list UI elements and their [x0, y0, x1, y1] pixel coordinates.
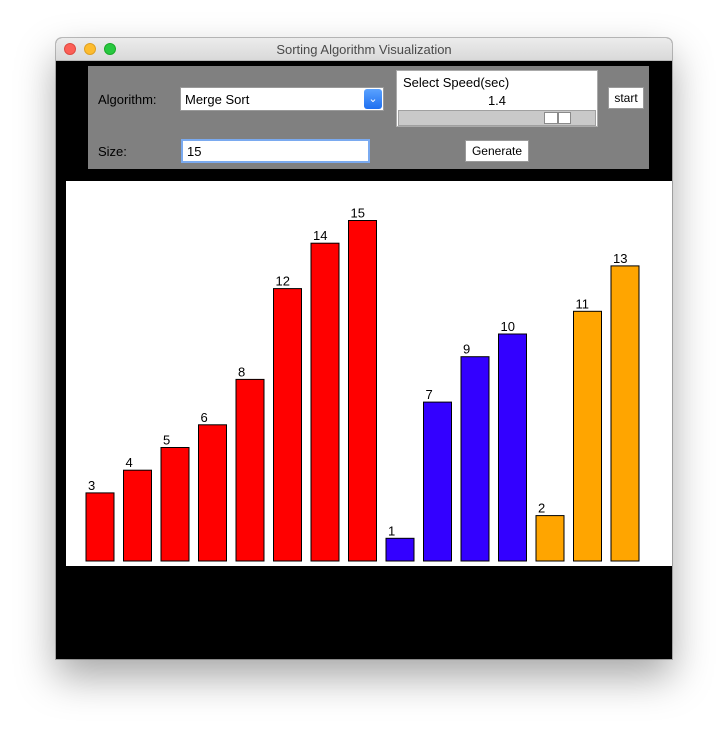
control-panel: Algorithm: Merge Sort ⌄ Select Speed(sec… [88, 66, 649, 169]
title-bar: Sorting Algorithm Visualization [56, 38, 672, 61]
bar-value-label: 4 [126, 455, 133, 470]
algorithm-select-value: Merge Sort [185, 92, 250, 107]
bar-value-label: 2 [538, 501, 545, 516]
speed-slider-thumb-edge [558, 112, 571, 124]
bar-value-label: 11 [576, 296, 590, 311]
bar [610, 265, 640, 562]
chevron-down-icon[interactable]: ⌄ [364, 89, 382, 109]
bar-value-label: 9 [463, 342, 470, 357]
bar-value-label: 3 [88, 478, 95, 493]
bar [348, 220, 377, 562]
speed-value: 1.4 [487, 93, 507, 108]
bar [310, 242, 340, 562]
bar [123, 469, 152, 562]
bar [573, 310, 602, 562]
bar-value-label: 8 [238, 364, 245, 379]
bar-value-label: 12 [276, 274, 290, 289]
generate-button[interactable]: Generate [465, 140, 529, 162]
close-window-button[interactable] [64, 43, 76, 55]
bar-chart: 3 4 5 6 8 12 14 15 1 7 9 10 2 11 13 [66, 181, 672, 566]
algorithm-select[interactable]: Merge Sort ⌄ [180, 87, 384, 111]
bar-value-label: 5 [163, 433, 170, 448]
bar-value-label: 10 [501, 319, 515, 334]
bar-value-label: 15 [351, 206, 365, 221]
bar [460, 356, 490, 562]
bar [385, 537, 415, 562]
bar-chart-svg: 3 4 5 6 8 12 14 15 1 7 9 10 2 11 13 [85, 206, 640, 562]
speed-title: Select Speed(sec) [403, 75, 510, 90]
speed-panel: Select Speed(sec) 1.4 [396, 70, 598, 127]
bar-value-label: 7 [426, 387, 433, 402]
bar-value-label: 14 [313, 228, 327, 243]
start-button[interactable]: start [608, 87, 644, 109]
zoom-window-button[interactable] [104, 43, 116, 55]
speed-slider[interactable] [398, 110, 596, 126]
bar [535, 515, 565, 562]
window-title: Sorting Algorithm Visualization [276, 42, 452, 57]
bar [198, 424, 227, 562]
bar [423, 401, 452, 562]
bar [85, 492, 115, 562]
app-window: Sorting Algorithm Visualization Algorith… [56, 38, 672, 659]
bar [498, 333, 527, 562]
bar [273, 288, 302, 562]
speed-slider-thumb[interactable] [544, 112, 558, 124]
bar [160, 447, 190, 562]
minimize-window-button[interactable] [84, 43, 96, 55]
size-label: Size: [98, 144, 127, 159]
bar-value-label: 1 [388, 523, 395, 538]
bar-value-label: 6 [201, 410, 208, 425]
algorithm-label: Algorithm: [98, 92, 157, 107]
bar-value-label: 13 [613, 251, 627, 266]
bar [235, 378, 265, 562]
size-input[interactable] [181, 139, 370, 163]
